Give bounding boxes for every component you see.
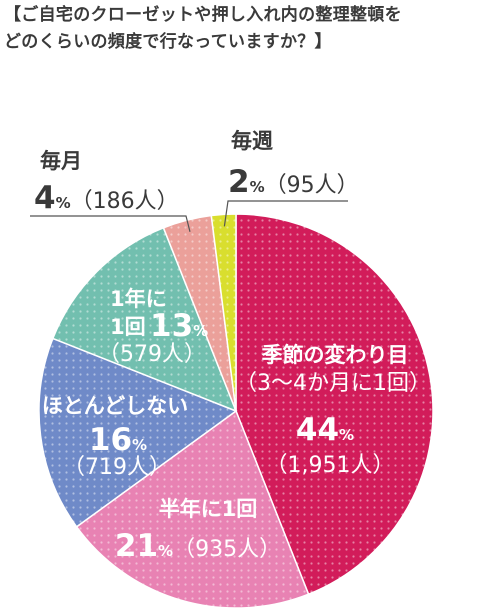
label-halfyear-name: 半年に1回 [159, 497, 258, 521]
label-weekly-name: 毎週 [231, 129, 273, 153]
label-yearly-count: （579人） [98, 342, 206, 367]
label-rarely-name: ほとんどしない [42, 394, 188, 418]
pie-slice-4-texture [163, 215, 236, 411]
label-seasonal-count: （1,951人） [266, 453, 395, 478]
label-rarely-count: （719人） [63, 455, 171, 480]
pie-slice-1-texture [76, 411, 309, 608]
label-seasonal-percent: 44% [296, 412, 354, 448]
label-seasonal-sublabel: （3〜4か月に1回） [235, 371, 431, 396]
label-monthly-name: 毎月 [40, 149, 82, 173]
label-seasonal-name: 季節の変わり目 [262, 343, 409, 367]
leader-line-monthly [30, 215, 191, 232]
chart-title-line-2: どのくらいの頻度で行なっていますか？】 [4, 32, 332, 52]
label-monthly-percent-count: 4%（186人） [34, 180, 179, 216]
label-weekly-percent-count: 2%（95人） [228, 164, 359, 200]
pie-slice-0-texture [236, 214, 433, 595]
label-rarely-percent: 16% [89, 422, 147, 458]
pie-slice-2-texture [38, 338, 237, 527]
label-yearly-name-line-2: 1回 [110, 315, 146, 339]
leader-line-weekly [223, 200, 348, 227]
label-halfyear-percent-count: 21%（935人） [115, 528, 281, 564]
label-yearly-name-line-1: 1年に [110, 287, 167, 311]
label-yearly-percent: 13% [150, 308, 208, 344]
chart-title: 【ご自宅のクローゼットや押し入れ内の整理整頓を どのくらいの頻度で行なっています… [4, 2, 482, 56]
pie-slice-3-texture [52, 227, 237, 411]
pie-slice-5-texture [211, 214, 236, 411]
chart-title-line-1: 【ご自宅のクローゼットや押し入れ内の整理整頓を [4, 5, 402, 25]
